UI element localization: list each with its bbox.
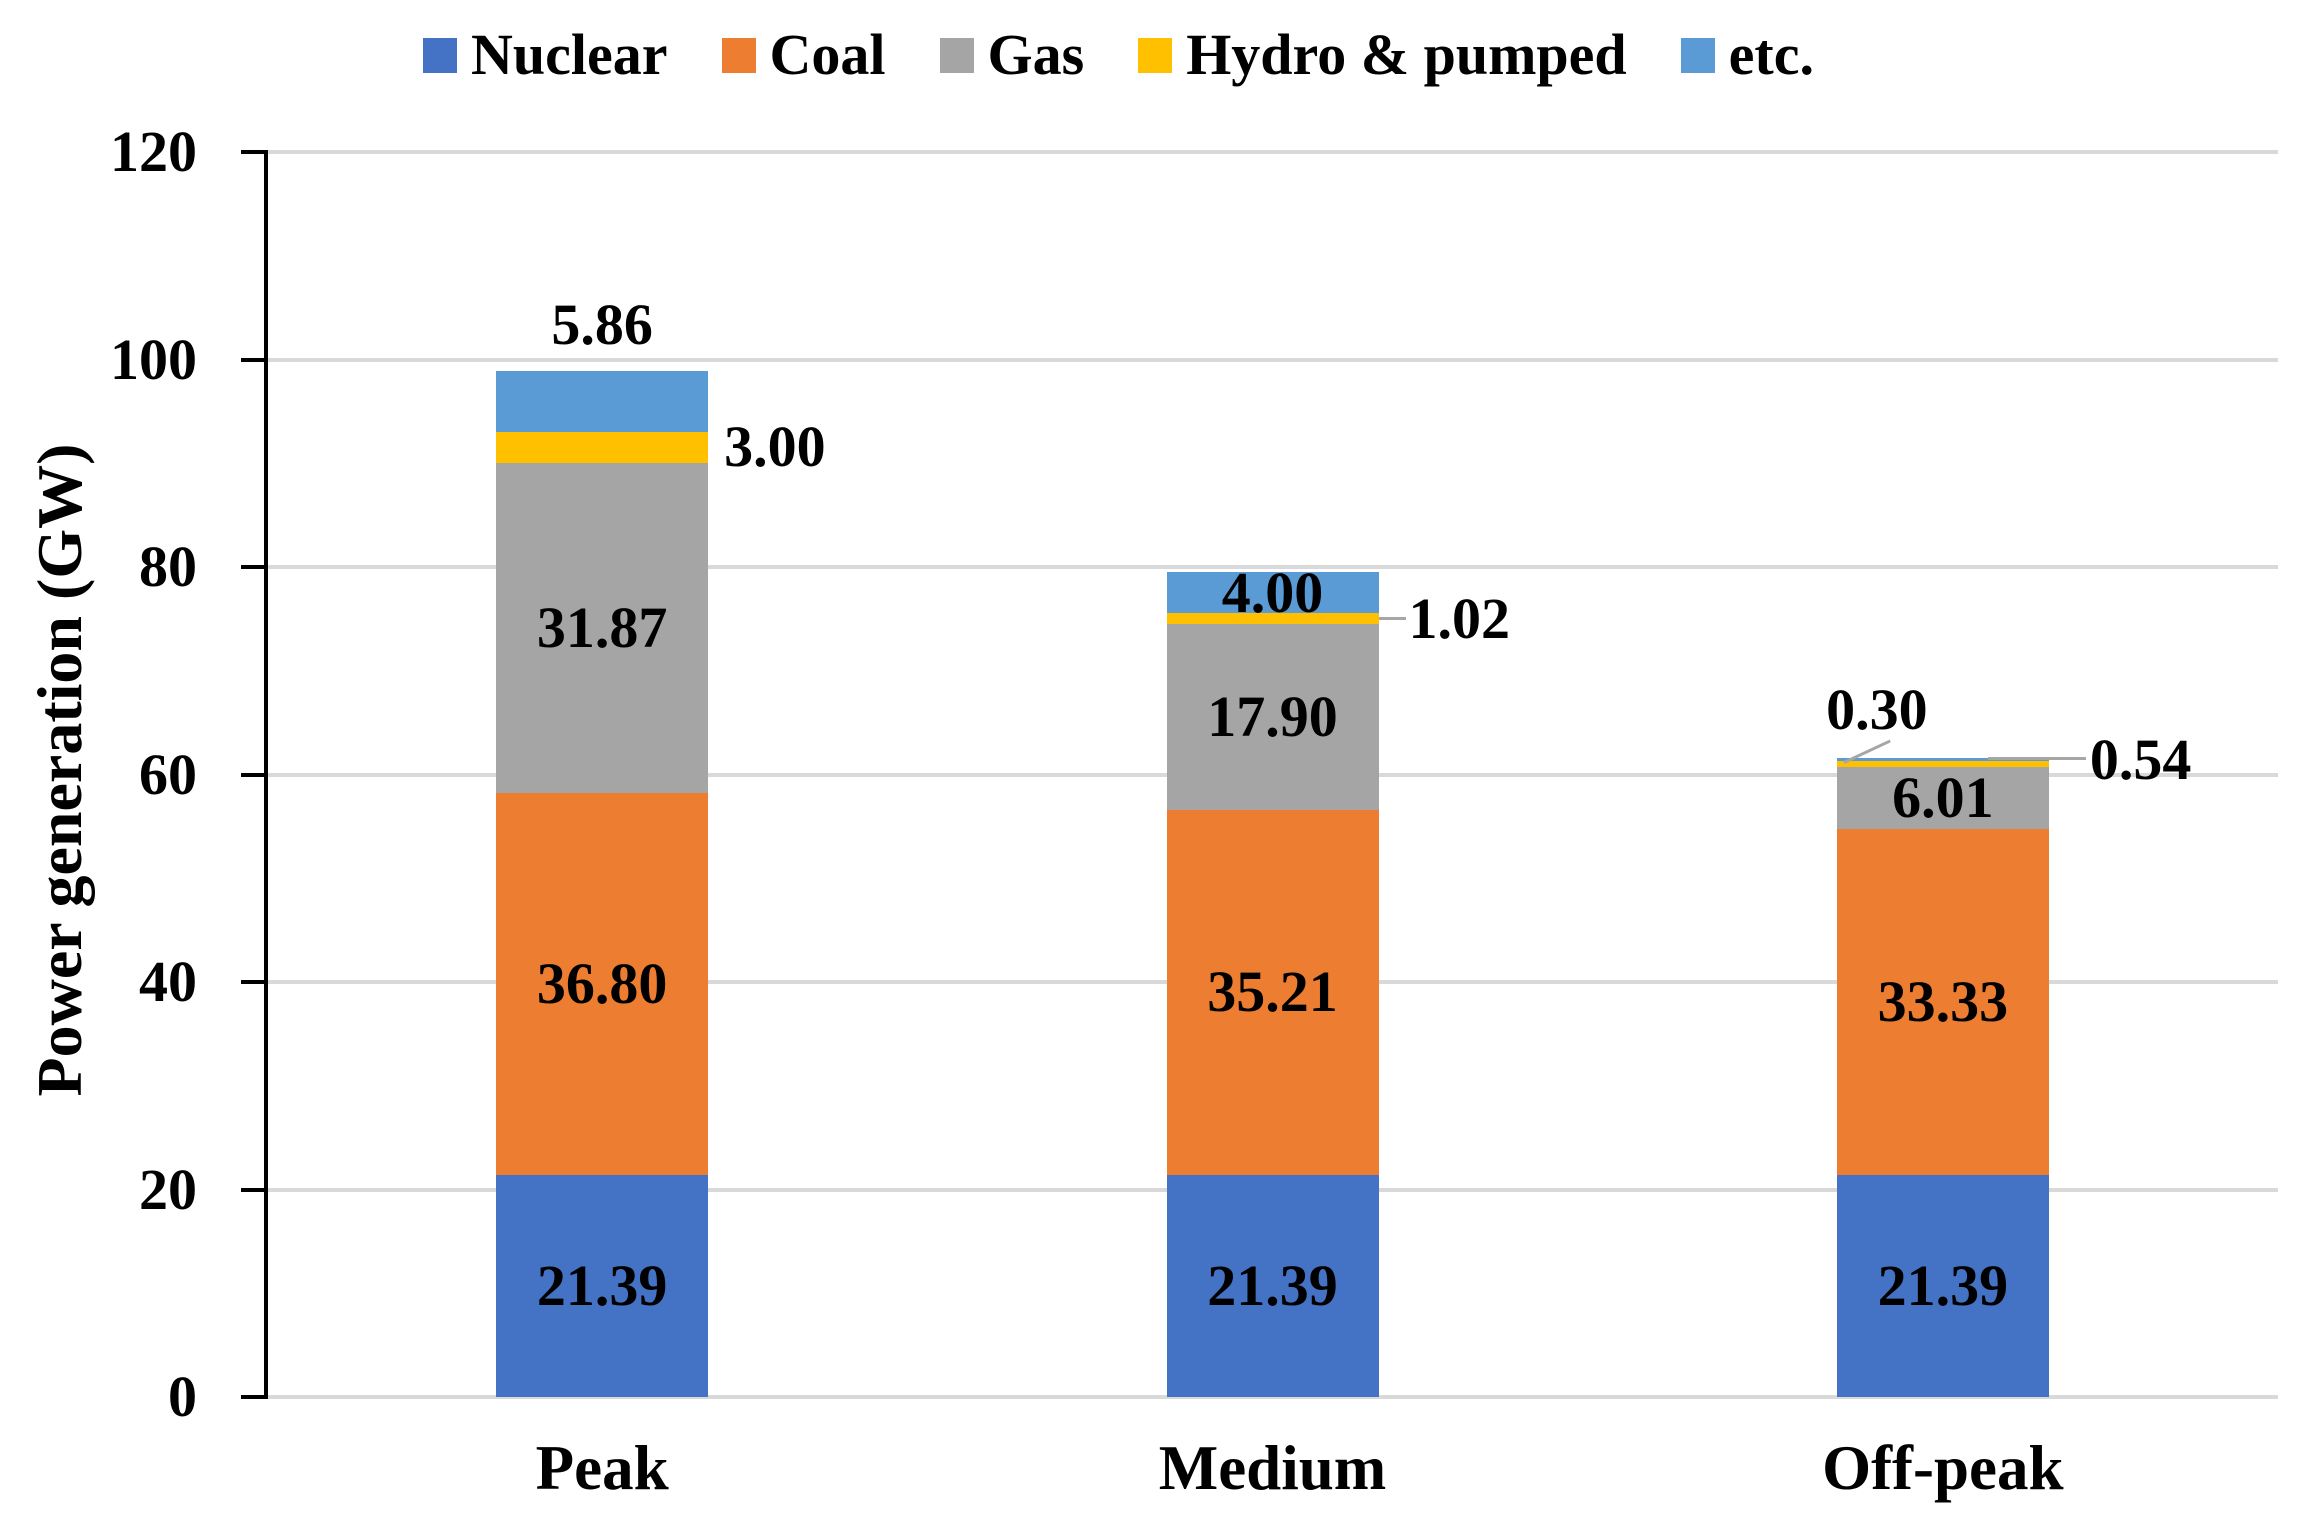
bar-segment-nuclear-peak [496,1175,709,1397]
gridline [267,357,2278,362]
y-axis-tick-label: 60 [139,741,197,807]
legend-swatch-hydro-pumped [1138,37,1173,73]
y-axis-tick [241,150,267,154]
legend-item-etc: etc. [1680,18,1814,92]
value-label: 1.02 [1408,585,1511,651]
bar-segment-nuclear-off-peak [1836,1175,2049,1397]
bar-segment-coal-peak [496,793,709,1176]
y-axis-tick [241,772,267,777]
value-label: 35.21 [1207,959,1338,1025]
bar-segment-gas-off-peak [1836,766,2049,830]
bar-segment-hydro-pumped-medium [1166,613,1379,625]
y-axis-tick-label: 80 [139,534,197,599]
bar-segment-coal-off-peak [1836,829,2049,1176]
value-label: 33.33 [1877,969,2009,1035]
legend-label: Gas [987,22,1085,87]
legend-swatch-etc [1680,37,1715,73]
bar-segment-etc-peak [496,370,709,432]
bar-segment-hydro-pumped-off-peak [1836,761,2049,767]
legend-item-nuclear: Nuclear [423,18,668,92]
category-label-off-peak: Off-peak [1822,1433,2064,1503]
leader-line [1987,757,2086,761]
gridline [267,150,2278,154]
legend-swatch-coal [721,37,756,73]
chart-legend: Nuclear Coal Gas Hydro & pumped etc. [423,18,1814,92]
value-label: 21.39 [1877,1253,2009,1319]
legend-swatch-gas [939,37,974,73]
y-axis-tick-label: 120 [110,119,197,184]
y-axis-tick [241,1187,267,1192]
legend-item-coal: Coal [721,18,886,92]
gridline [267,565,2278,569]
value-label: 4.00 [1221,559,1324,625]
y-axis-tick-label: 20 [139,1156,197,1222]
bar-segment-nuclear-medium [1166,1175,1379,1397]
bar-segment-hydro-pumped-peak [496,431,709,463]
legend-swatch-nuclear [423,37,457,73]
value-label: 17.90 [1207,683,1338,749]
bar-segment-gas-medium [1166,624,1379,810]
legend-label: Nuclear [471,22,668,87]
bar-segment-gas-peak [496,462,709,794]
value-label: 0.54 [2089,727,2192,793]
value-label: 31.87 [536,594,668,660]
legend-label: Hydro & pumped [1186,22,1627,87]
legend-item-hydro-pumped: Hydro & pumped [1138,18,1627,92]
legend-label: Coal [769,22,886,87]
leader-line [1378,616,1406,620]
bar-segment-coal-medium [1166,809,1379,1176]
bar-segment-etc-medium [1166,571,1379,614]
value-label: 3.00 [724,414,826,480]
legend-item-gas: Gas [939,18,1085,92]
y-axis-tick [241,565,267,569]
value-label: 36.80 [536,951,668,1017]
y-axis-line [264,150,268,1399]
value-label: 0.30 [1826,677,1928,743]
category-label-peak: Peak [535,1433,669,1503]
legend-label: etc. [1728,22,1814,87]
y-axis-tick [241,357,267,362]
value-label: 21.39 [1207,1253,1338,1319]
y-axis-tick [241,1395,267,1399]
category-label-medium: Medium [1158,1433,1387,1503]
bar-segment-etc-off-peak [1836,758,2049,762]
x-axis-line [267,1395,2278,1399]
value-label: 6.01 [1892,765,1994,831]
y-axis-tick-label: 100 [110,326,197,392]
y-axis-tick-label: 0 [168,1364,197,1429]
y-axis-tick-label: 40 [139,949,197,1014]
value-label: 5.86 [551,291,653,357]
value-label: 21.39 [536,1253,668,1319]
y-axis-tick [241,980,267,984]
